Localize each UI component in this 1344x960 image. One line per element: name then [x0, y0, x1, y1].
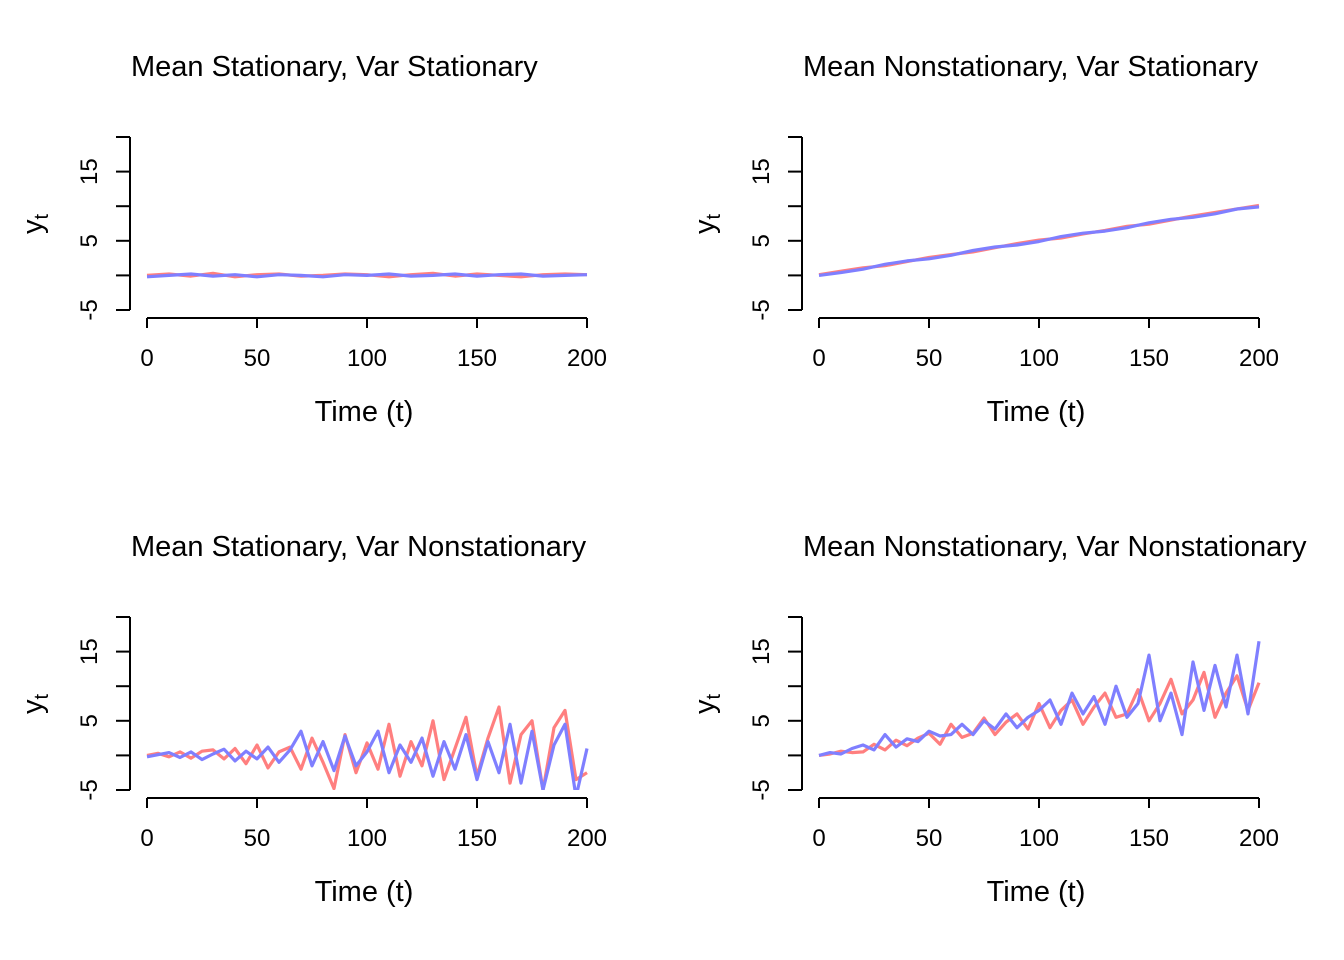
x-tick-label: 100 — [1019, 825, 1059, 852]
y-tick-label: -5 — [748, 299, 775, 320]
y-axis-label: yt — [689, 694, 725, 715]
series-line-1 — [818, 670, 1261, 757]
chart-title: Mean Stationary, Var Stationary — [131, 51, 538, 83]
series-line-1 — [146, 705, 588, 790]
chart-title: Mean Nonstationary, Var Stationary — [803, 51, 1259, 83]
x-tick-label: 200 — [567, 825, 607, 852]
x-axis-label: Time (t) — [315, 876, 414, 908]
x-tick-label: 0 — [812, 345, 825, 372]
chart-panel-4: Mean Nonstationary, Var Nonstationary 0 50… — [689, 531, 1307, 908]
x-tick-label: 0 — [812, 825, 825, 852]
y-tick-label: 15 — [76, 158, 103, 185]
chart-panel-2: Mean Nonstationary, Var Stationary 0 50 100… — [689, 51, 1279, 428]
y-tick-label: 5 — [76, 234, 103, 247]
y-tick-label: 15 — [748, 158, 775, 185]
y-tick-label: -5 — [76, 779, 103, 800]
x-tick-label: 200 — [1239, 825, 1279, 852]
x-tick-label: 0 — [140, 825, 153, 852]
x-axis-label: Time (t) — [987, 876, 1086, 908]
series-line-2 — [146, 722, 589, 790]
chart-title: Mean Nonstationary, Var Nonstationary — [803, 531, 1307, 563]
series-line-2 — [818, 640, 1261, 757]
y-axis-label: yt — [689, 214, 725, 235]
x-tick-label: 50 — [916, 825, 943, 852]
x-tick-label: 100 — [347, 345, 387, 372]
x-tick-label: 200 — [1239, 345, 1279, 372]
series-line-2 — [818, 205, 1260, 277]
y-tick-label: 5 — [748, 714, 775, 727]
x-tick-label: 100 — [1019, 345, 1059, 372]
series-line-2 — [146, 272, 588, 279]
y-tick-label: 15 — [748, 638, 775, 665]
x-tick-label: 150 — [1129, 345, 1169, 372]
x-tick-label: 150 — [1129, 825, 1169, 852]
x-axis-label: Time (t) — [987, 396, 1086, 428]
y-tick-label: -5 — [748, 779, 775, 800]
y-tick-label: -5 — [76, 299, 103, 320]
x-tick-label: 150 — [457, 825, 497, 852]
y-axis-label: yt — [17, 694, 53, 715]
x-tick-label: 50 — [244, 345, 271, 372]
chart-title: Mean Stationary, Var Nonstationary — [131, 531, 587, 563]
chart-panel-3: Mean Stationary, Var Nonstationary 0 50 100… — [17, 531, 607, 908]
x-tick-label: 150 — [457, 345, 497, 372]
chart-panel-1: Mean Stationary, Var Stationary 0 50 100 150… — [17, 51, 607, 428]
x-tick-label: 50 — [244, 825, 271, 852]
y-tick-label: 5 — [748, 234, 775, 247]
x-tick-label: 50 — [916, 345, 943, 372]
y-tick-label: 15 — [76, 638, 103, 665]
y-tick-label: 5 — [76, 714, 103, 727]
x-tick-label: 200 — [567, 345, 607, 372]
x-axis-label: Time (t) — [315, 396, 414, 428]
x-tick-label: 100 — [347, 825, 387, 852]
y-axis-label: yt — [17, 214, 53, 235]
x-tick-label: 0 — [140, 345, 153, 372]
